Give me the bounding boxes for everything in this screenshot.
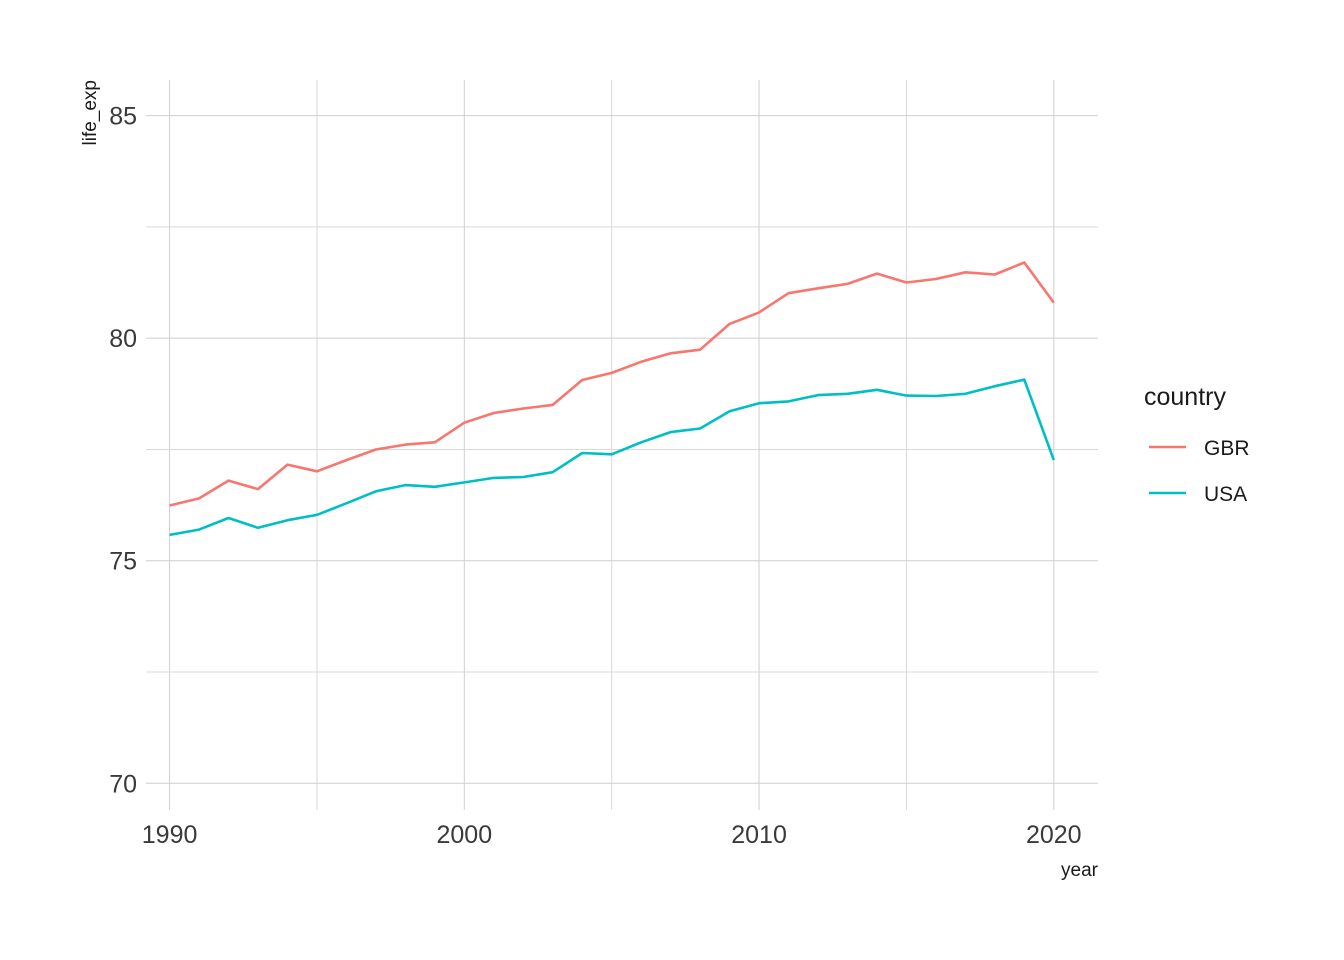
x-tick-label: 2020 xyxy=(1026,821,1082,849)
y-tick-label: 75 xyxy=(109,548,137,576)
x-axis-title: year xyxy=(1061,860,1099,881)
x-tick-label: 2000 xyxy=(437,821,493,849)
tick-labels: 1990 2000 2010 2020 70 75 80 85 xyxy=(109,103,1081,849)
legend-item-usa: USA xyxy=(1149,483,1247,506)
legend-label: GBR xyxy=(1204,437,1250,460)
y-axis-title: life_exp xyxy=(80,80,101,146)
x-tick-label: 1990 xyxy=(142,821,198,849)
series-line-gbr xyxy=(169,261,1055,507)
y-tick-label: 70 xyxy=(109,770,137,798)
y-tick-label: 80 xyxy=(109,325,137,353)
series-line-usa xyxy=(169,378,1056,537)
x-tick-label: 2010 xyxy=(731,821,787,849)
series-lines xyxy=(169,261,1056,537)
y-tick-label: 85 xyxy=(109,103,137,131)
legend-label: USA xyxy=(1204,483,1247,506)
legend: country GBR USA xyxy=(1144,383,1250,506)
legend-item-gbr: GBR xyxy=(1149,437,1250,460)
legend-title: country xyxy=(1144,383,1226,411)
grid xyxy=(146,80,1098,810)
